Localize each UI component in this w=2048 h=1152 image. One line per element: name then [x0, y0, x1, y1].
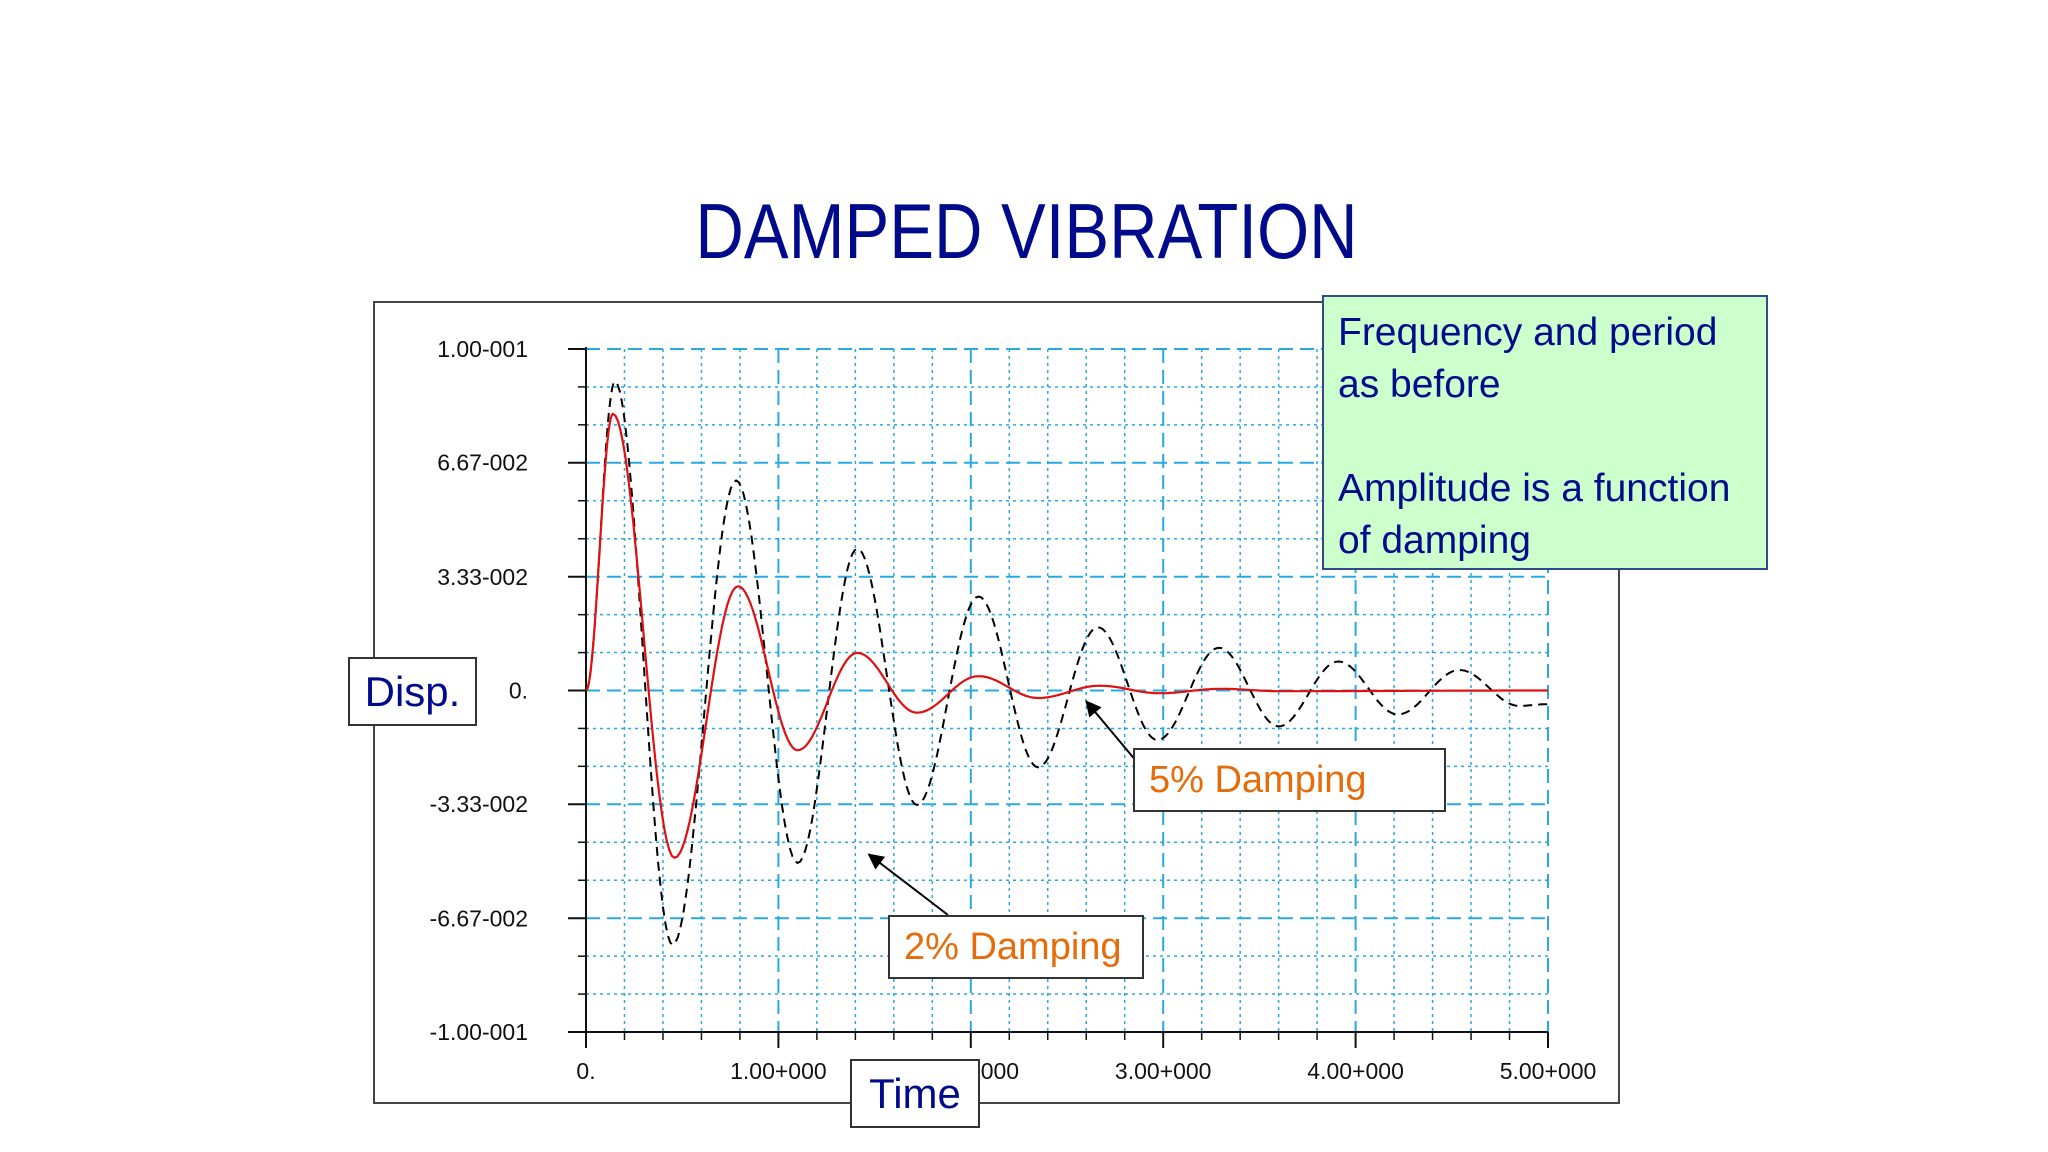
callout-5-percent-damping: 5% Damping: [1133, 748, 1446, 812]
y-tick-label: 3.33-002: [437, 564, 528, 590]
x-tick-label: 3.00+000: [1115, 1058, 1212, 1084]
callout-2-percent-damping: 2% Damping: [888, 915, 1144, 979]
x-tick-label: 1.00+000: [730, 1058, 827, 1084]
series-line-2-percent: [585, 379, 1548, 947]
arrow-5-percent: [1085, 700, 1138, 763]
annotation-arrows: [867, 700, 1138, 916]
y-axis-label: Disp.: [348, 657, 477, 726]
x-tick-label: 0.: [576, 1058, 595, 1084]
y-tick-label: 1.00-001: [437, 336, 528, 362]
info-box: Frequency and period as before Amplitude…: [1322, 295, 1768, 570]
x-axis-label: Time: [850, 1059, 980, 1128]
y-tick-label: -3.33-002: [430, 791, 528, 817]
y-tick-label: -1.00-001: [430, 1019, 528, 1045]
x-tick-labels: 0.1.00+0002.00+0003.00+0004.00+0005.00+0…: [576, 1058, 1596, 1084]
y-tick-label: 0.: [509, 678, 528, 704]
y-tick-labels: 1.00-001 6.67-002 3.33-002 0. -3.33-002 -6.67…: [430, 336, 528, 1045]
series-layer: [585, 379, 1548, 947]
y-tick-label: 6.67-002: [437, 450, 528, 476]
y-tick-label: -6.67-002: [430, 905, 528, 931]
chart-plot: 0.1.00+0002.00+0003.00+0004.00+0005.00+0…: [430, 336, 1597, 1084]
slide-title: DAMPED VIBRATION: [695, 187, 1358, 275]
x-tick-label: 5.00+000: [1500, 1058, 1597, 1084]
info-line-amplitude: Amplitude is a function of damping: [1338, 467, 1731, 562]
x-tick-label: 4.00+000: [1307, 1058, 1404, 1084]
info-line-frequency: Frequency and period as before: [1338, 311, 1718, 406]
series-line-5-percent: [585, 412, 1548, 860]
arrow-2-percent: [867, 853, 949, 916]
tick-marks: [568, 348, 1549, 1048]
